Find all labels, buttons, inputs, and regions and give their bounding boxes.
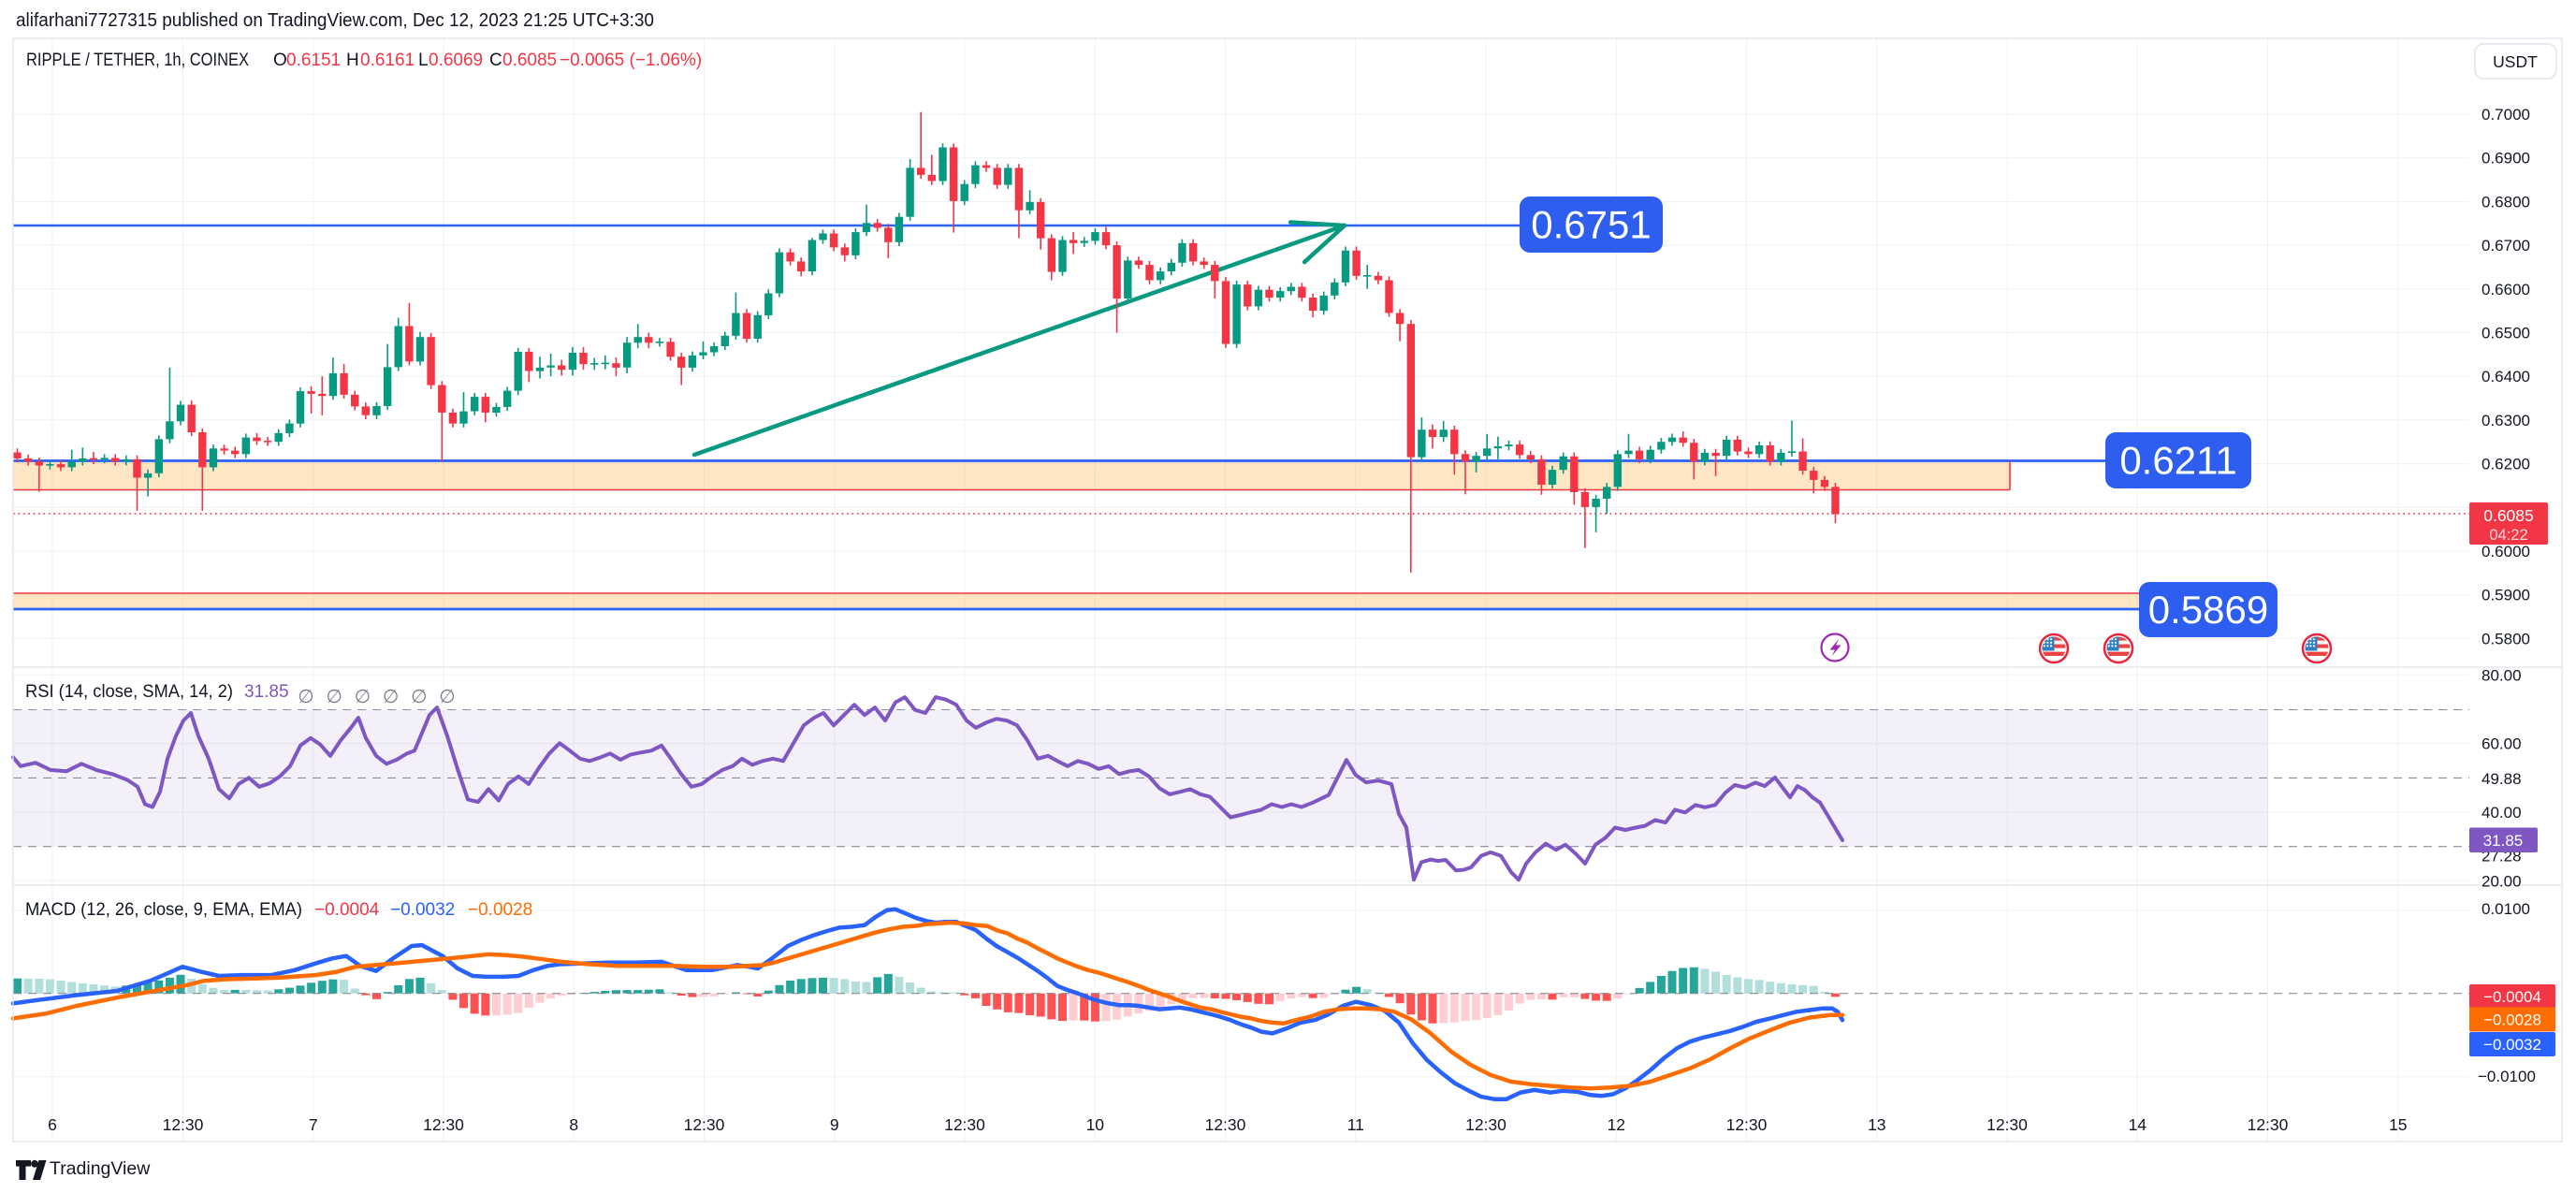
svg-text:0.6800: 0.6800 (2481, 193, 2530, 211)
svg-text:0.6085: 0.6085 (502, 51, 557, 70)
svg-text:L: L (418, 51, 429, 70)
svg-text:C: C (489, 51, 502, 70)
svg-text:0.6069: 0.6069 (429, 51, 483, 70)
svg-text:USDT: USDT (2493, 52, 2538, 71)
svg-text:12:30: 12:30 (1465, 1115, 1506, 1134)
svg-text:15: 15 (2389, 1115, 2407, 1134)
svg-text:∅: ∅ (411, 687, 427, 707)
svg-text:0.6000: 0.6000 (2481, 543, 2530, 560)
svg-text:∅: ∅ (298, 687, 313, 707)
svg-text:0.6700: 0.6700 (2481, 237, 2530, 255)
svg-text:0.6400: 0.6400 (2481, 368, 2530, 386)
svg-text:0.6085: 0.6085 (2483, 506, 2534, 525)
svg-text:−0.0004: −0.0004 (314, 900, 380, 920)
svg-text:7: 7 (309, 1115, 318, 1134)
svg-text:0.6900: 0.6900 (2481, 150, 2530, 167)
svg-text:80.00: 80.00 (2481, 666, 2522, 684)
svg-text:MACD (12, 26, close, 9, EMA, E: MACD (12, 26, close, 9, EMA, EMA) (25, 900, 302, 920)
svg-text:12:30: 12:30 (1987, 1115, 2028, 1134)
svg-text:10: 10 (1086, 1115, 1105, 1134)
svg-text:12:30: 12:30 (163, 1115, 204, 1134)
svg-text:11: 11 (1347, 1115, 1364, 1134)
svg-text:−0.0028: −0.0028 (468, 900, 532, 920)
svg-text:12:30: 12:30 (944, 1115, 985, 1134)
svg-text:12:30: 12:30 (2248, 1115, 2289, 1134)
svg-text:40.00: 40.00 (2481, 804, 2522, 822)
svg-text:−0.0032: −0.0032 (2483, 1036, 2541, 1054)
svg-text:0.6600: 0.6600 (2481, 281, 2530, 298)
svg-text:alifarhani7727315 published on: alifarhani7727315 published on TradingVi… (16, 10, 654, 31)
svg-text:9: 9 (830, 1115, 839, 1134)
svg-text:12:30: 12:30 (1726, 1115, 1768, 1134)
svg-text:0.6211: 0.6211 (2119, 439, 2236, 483)
svg-text:0.6151: 0.6151 (286, 51, 341, 70)
svg-text:12:30: 12:30 (1205, 1115, 1246, 1134)
svg-text:20.00: 20.00 (2481, 872, 2522, 890)
svg-text:H: H (346, 51, 359, 70)
svg-text:0.0100: 0.0100 (2481, 900, 2530, 918)
svg-text:TradingView: TradingView (50, 1158, 151, 1179)
svg-text:13: 13 (1868, 1115, 1885, 1134)
svg-text:14: 14 (2129, 1115, 2147, 1134)
svg-text:∅: ∅ (383, 687, 399, 707)
svg-text:8: 8 (569, 1115, 578, 1134)
svg-text:−0.0100: −0.0100 (2478, 1068, 2536, 1085)
svg-text:60.00: 60.00 (2481, 735, 2522, 753)
svg-text:0.6161: 0.6161 (360, 51, 415, 70)
svg-text:RSI (14, close, SMA, 14, 2): RSI (14, close, SMA, 14, 2) (25, 682, 233, 702)
svg-text:−0.0004: −0.0004 (2483, 988, 2541, 1006)
svg-text:04:22: 04:22 (2489, 527, 2527, 544)
svg-text:31.85: 31.85 (244, 682, 289, 702)
svg-text:0.6500: 0.6500 (2481, 325, 2530, 342)
svg-text:∅: ∅ (326, 687, 342, 707)
svg-text:0.6751: 0.6751 (1531, 203, 1651, 247)
svg-text:0.5800: 0.5800 (2481, 630, 2530, 647)
svg-text:12:30: 12:30 (423, 1115, 464, 1134)
svg-text:0.6200: 0.6200 (2481, 456, 2530, 473)
svg-text:6: 6 (48, 1115, 57, 1134)
svg-text:∅: ∅ (355, 687, 371, 707)
svg-text:12: 12 (1608, 1115, 1625, 1134)
svg-text:−0.0028: −0.0028 (2483, 1011, 2541, 1029)
svg-text:12:30: 12:30 (684, 1115, 725, 1134)
svg-text:0.5900: 0.5900 (2481, 587, 2530, 604)
svg-text:0.7000: 0.7000 (2481, 106, 2530, 124)
svg-text:49.88: 49.88 (2481, 770, 2522, 788)
svg-text:31.85: 31.85 (2483, 832, 2524, 850)
svg-text:∅: ∅ (439, 687, 455, 707)
svg-text:RIPPLE / TETHER, 1h, COINEX: RIPPLE / TETHER, 1h, COINEX (26, 51, 249, 70)
svg-text:O: O (273, 51, 287, 70)
svg-text:0.5869: 0.5869 (2148, 588, 2268, 632)
svg-text:0.6300: 0.6300 (2481, 412, 2530, 429)
svg-text:−0.0032: −0.0032 (390, 900, 455, 920)
svg-text:−0.0065 (−1.06%): −0.0065 (−1.06%) (560, 51, 702, 70)
